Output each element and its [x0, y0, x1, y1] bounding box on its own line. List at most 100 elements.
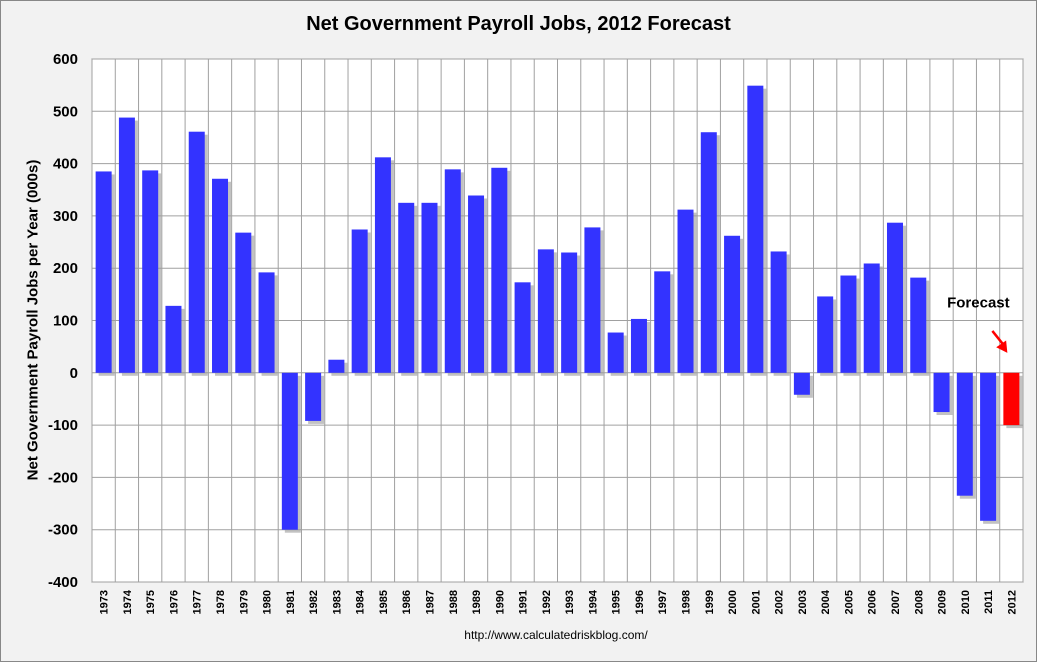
y-tick-labels: -400 -300 -200 -100 0 100 200 300 400 500 600 — [48, 51, 78, 591]
x-tick-label: 2007 — [890, 590, 902, 614]
x-tick-label: 2004 — [820, 589, 832, 614]
bar — [537, 249, 554, 373]
bar — [863, 263, 880, 373]
gridlines — [91, 58, 1024, 583]
x-tick-label: 2008 — [913, 590, 925, 614]
y-tick-label: 200 — [53, 260, 78, 277]
x-tick-label: 2003 — [797, 590, 809, 614]
bar — [305, 372, 322, 421]
bar — [258, 272, 275, 373]
bar — [235, 232, 252, 373]
x-tick-label: 1998 — [681, 590, 693, 614]
bar — [351, 229, 368, 373]
bar — [95, 171, 112, 373]
bar — [468, 195, 485, 373]
x-tick-label: 2005 — [843, 590, 855, 614]
bar — [607, 332, 624, 373]
x-tick-label: 1982 — [308, 590, 320, 614]
x-tick-label: 1981 — [285, 590, 297, 614]
bar — [933, 372, 950, 413]
x-tick-label: 1994 — [587, 589, 599, 614]
bar — [584, 227, 601, 373]
y-tick-label: 300 — [53, 208, 78, 225]
y-tick-label: -400 — [48, 574, 78, 591]
y-tick-label: 400 — [53, 156, 78, 173]
bar — [770, 251, 787, 373]
bar — [398, 202, 415, 373]
forecast-annotation-label: Forecast — [947, 294, 1010, 311]
x-tick-label: 1986 — [401, 590, 413, 614]
forecast-arrowhead-icon — [996, 340, 1008, 353]
bar — [281, 372, 298, 530]
x-tick-label: 2001 — [750, 590, 762, 614]
x-tick-label: 1993 — [564, 590, 576, 614]
y-tick-label: -300 — [48, 522, 78, 539]
bar — [747, 85, 764, 373]
x-tick-label: 1992 — [541, 590, 553, 614]
bar — [980, 372, 997, 521]
bar — [817, 296, 834, 373]
x-tick-label: 1989 — [471, 590, 483, 614]
y-tick-label: -100 — [48, 417, 78, 434]
x-tick-label: 2012 — [1006, 590, 1018, 614]
bar — [142, 170, 159, 373]
x-tick-label: 1980 — [262, 590, 274, 614]
bar — [840, 275, 857, 373]
x-tick-labels: 1973 1974 1975 1976 1977 1978 1979 1980 1981 1982… — [99, 589, 1019, 614]
y-tick-label: 500 — [53, 103, 78, 120]
bar — [910, 277, 927, 373]
bar — [491, 167, 508, 373]
x-tick-label: 2011 — [983, 590, 995, 614]
x-tick-label: 1990 — [494, 590, 506, 614]
forecast-bar — [1003, 372, 1020, 426]
x-tick-label: 1979 — [238, 590, 250, 614]
x-tick-label: 1973 — [99, 590, 111, 614]
chart-title: Net Government Payroll Jobs, 2012 Foreca… — [306, 13, 731, 35]
x-tick-label: 1996 — [634, 590, 646, 614]
bar — [677, 209, 694, 373]
x-tick-label: 1988 — [448, 590, 460, 614]
bar — [956, 372, 973, 496]
x-tick-label: 2009 — [937, 590, 949, 614]
x-tick-label: 1991 — [518, 590, 530, 614]
bar — [514, 282, 531, 373]
bar — [421, 202, 438, 373]
bar — [793, 372, 810, 395]
bar — [561, 252, 578, 373]
x-tick-label: 1995 — [611, 590, 623, 614]
source-url: http://www.calculatedriskblog.com/ — [464, 628, 648, 642]
x-tick-label: 2002 — [774, 590, 786, 614]
x-tick-label: 2000 — [727, 590, 739, 614]
bar — [630, 318, 647, 373]
x-tick-label: 1999 — [704, 590, 716, 614]
y-tick-label: 100 — [53, 313, 78, 330]
x-tick-label: 1983 — [331, 590, 343, 614]
bar — [374, 157, 391, 373]
bar — [212, 178, 229, 373]
x-tick-label: 1974 — [122, 589, 134, 614]
bar — [700, 132, 717, 373]
forecast-annotation: Forecast — [947, 294, 1010, 353]
bar — [328, 359, 345, 373]
bar — [188, 131, 205, 373]
y-tick-label: 0 — [70, 365, 78, 382]
y-tick-label: -200 — [48, 469, 78, 486]
y-tick-label: 600 — [53, 51, 78, 68]
x-tick-label: 1985 — [378, 590, 390, 614]
bar — [886, 222, 903, 373]
x-tick-label: 1997 — [657, 590, 669, 614]
x-tick-label: 2006 — [867, 590, 879, 614]
x-tick-label: 1977 — [192, 590, 204, 614]
x-tick-label: 1984 — [355, 589, 367, 614]
x-tick-label: 1978 — [215, 590, 227, 614]
bars — [95, 85, 1020, 530]
bar — [165, 305, 182, 373]
x-tick-label: 1975 — [145, 590, 157, 614]
x-tick-label: 1976 — [168, 590, 180, 614]
bar — [724, 235, 741, 373]
x-tick-label: 1987 — [424, 590, 436, 614]
bar — [118, 117, 135, 373]
bar — [654, 271, 671, 373]
x-tick-label: 2010 — [960, 590, 972, 614]
